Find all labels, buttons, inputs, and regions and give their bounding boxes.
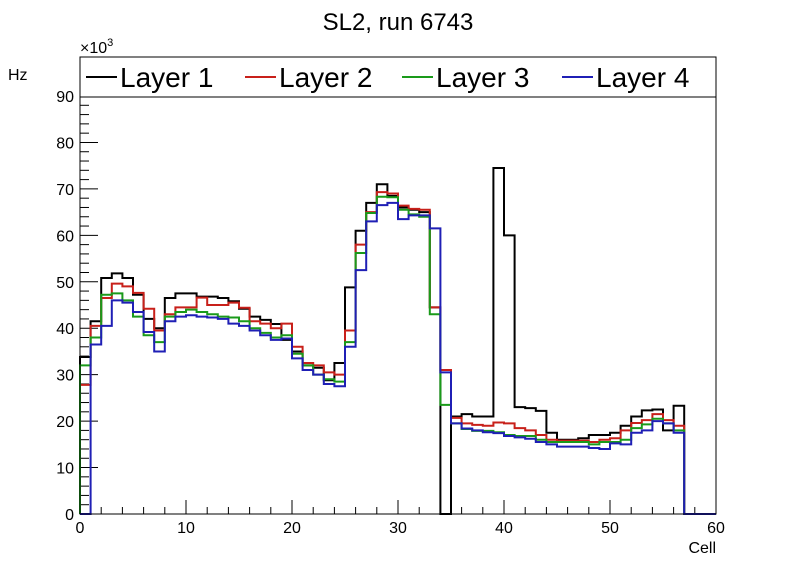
y-multiplier-exponent: 3 [107,37,113,49]
y-tick-label: 20 [56,414,74,431]
legend-label-layer-3: Layer 3 [436,62,529,93]
x-tick-label: 10 [177,520,195,537]
y-tick-label: 60 [56,228,74,245]
y-tick-label: 50 [56,275,74,292]
legend-label-layer-4: Layer 4 [596,62,689,93]
x-tick-label: 0 [76,520,85,537]
legend-label-layer-1: Layer 1 [120,62,213,93]
y-tick-label: 0 [65,507,74,524]
legend: Layer 1 Layer 2 Layer 3 Layer 4 [79,56,717,98]
x-tick-label: 60 [707,520,725,537]
legend-label-layer-2: Layer 2 [279,62,372,93]
x-tick-label: 50 [601,520,619,537]
series-line-layer-2 [79,191,716,515]
x-tick-label: 40 [495,520,513,537]
series-line-layer-4 [80,201,716,515]
x-tick-label: 20 [283,520,301,537]
y-tick-label: 30 [56,368,74,385]
y-tick-label: 40 [56,321,74,338]
x-axis-label: Cell [688,540,716,557]
y-axis-label: Hz [8,67,28,84]
chart-title: SL2, run 6743 [323,9,474,36]
series-line-layer-1 [79,166,716,515]
y-multiplier-base: ×10 [80,40,107,57]
y-tick-label: 10 [56,461,74,478]
legend-box [79,56,717,98]
series-lines [79,166,716,515]
y-axis-multiplier: ×103 [80,37,113,57]
x-tick-label: 30 [389,520,407,537]
y-tick-label: 90 [56,89,74,106]
y-tick-label: 80 [56,135,74,152]
y-tick-label: 70 [56,182,74,199]
